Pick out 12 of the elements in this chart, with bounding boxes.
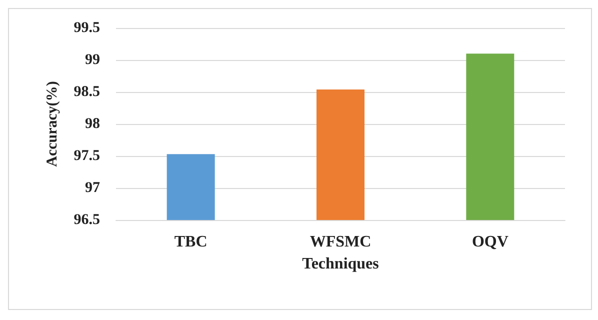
x-tick-label: TBC [174, 234, 208, 250]
y-tick-label: 97 [85, 180, 100, 196]
y-tick-label: 99 [85, 52, 100, 68]
y-tick-label: 96.5 [74, 212, 100, 228]
y-tick-label: 97.5 [74, 148, 100, 164]
x-tick-label: OQV [472, 234, 509, 250]
y-axis-title: Accuracy(%) [44, 81, 60, 167]
y-tick-label: 98 [85, 116, 100, 132]
y-tick-label: 99.5 [74, 20, 100, 36]
x-axis-title: Techniques [302, 256, 379, 272]
y-tick-label: 98.5 [74, 84, 100, 100]
x-tick-label: WFSMC [310, 234, 372, 250]
